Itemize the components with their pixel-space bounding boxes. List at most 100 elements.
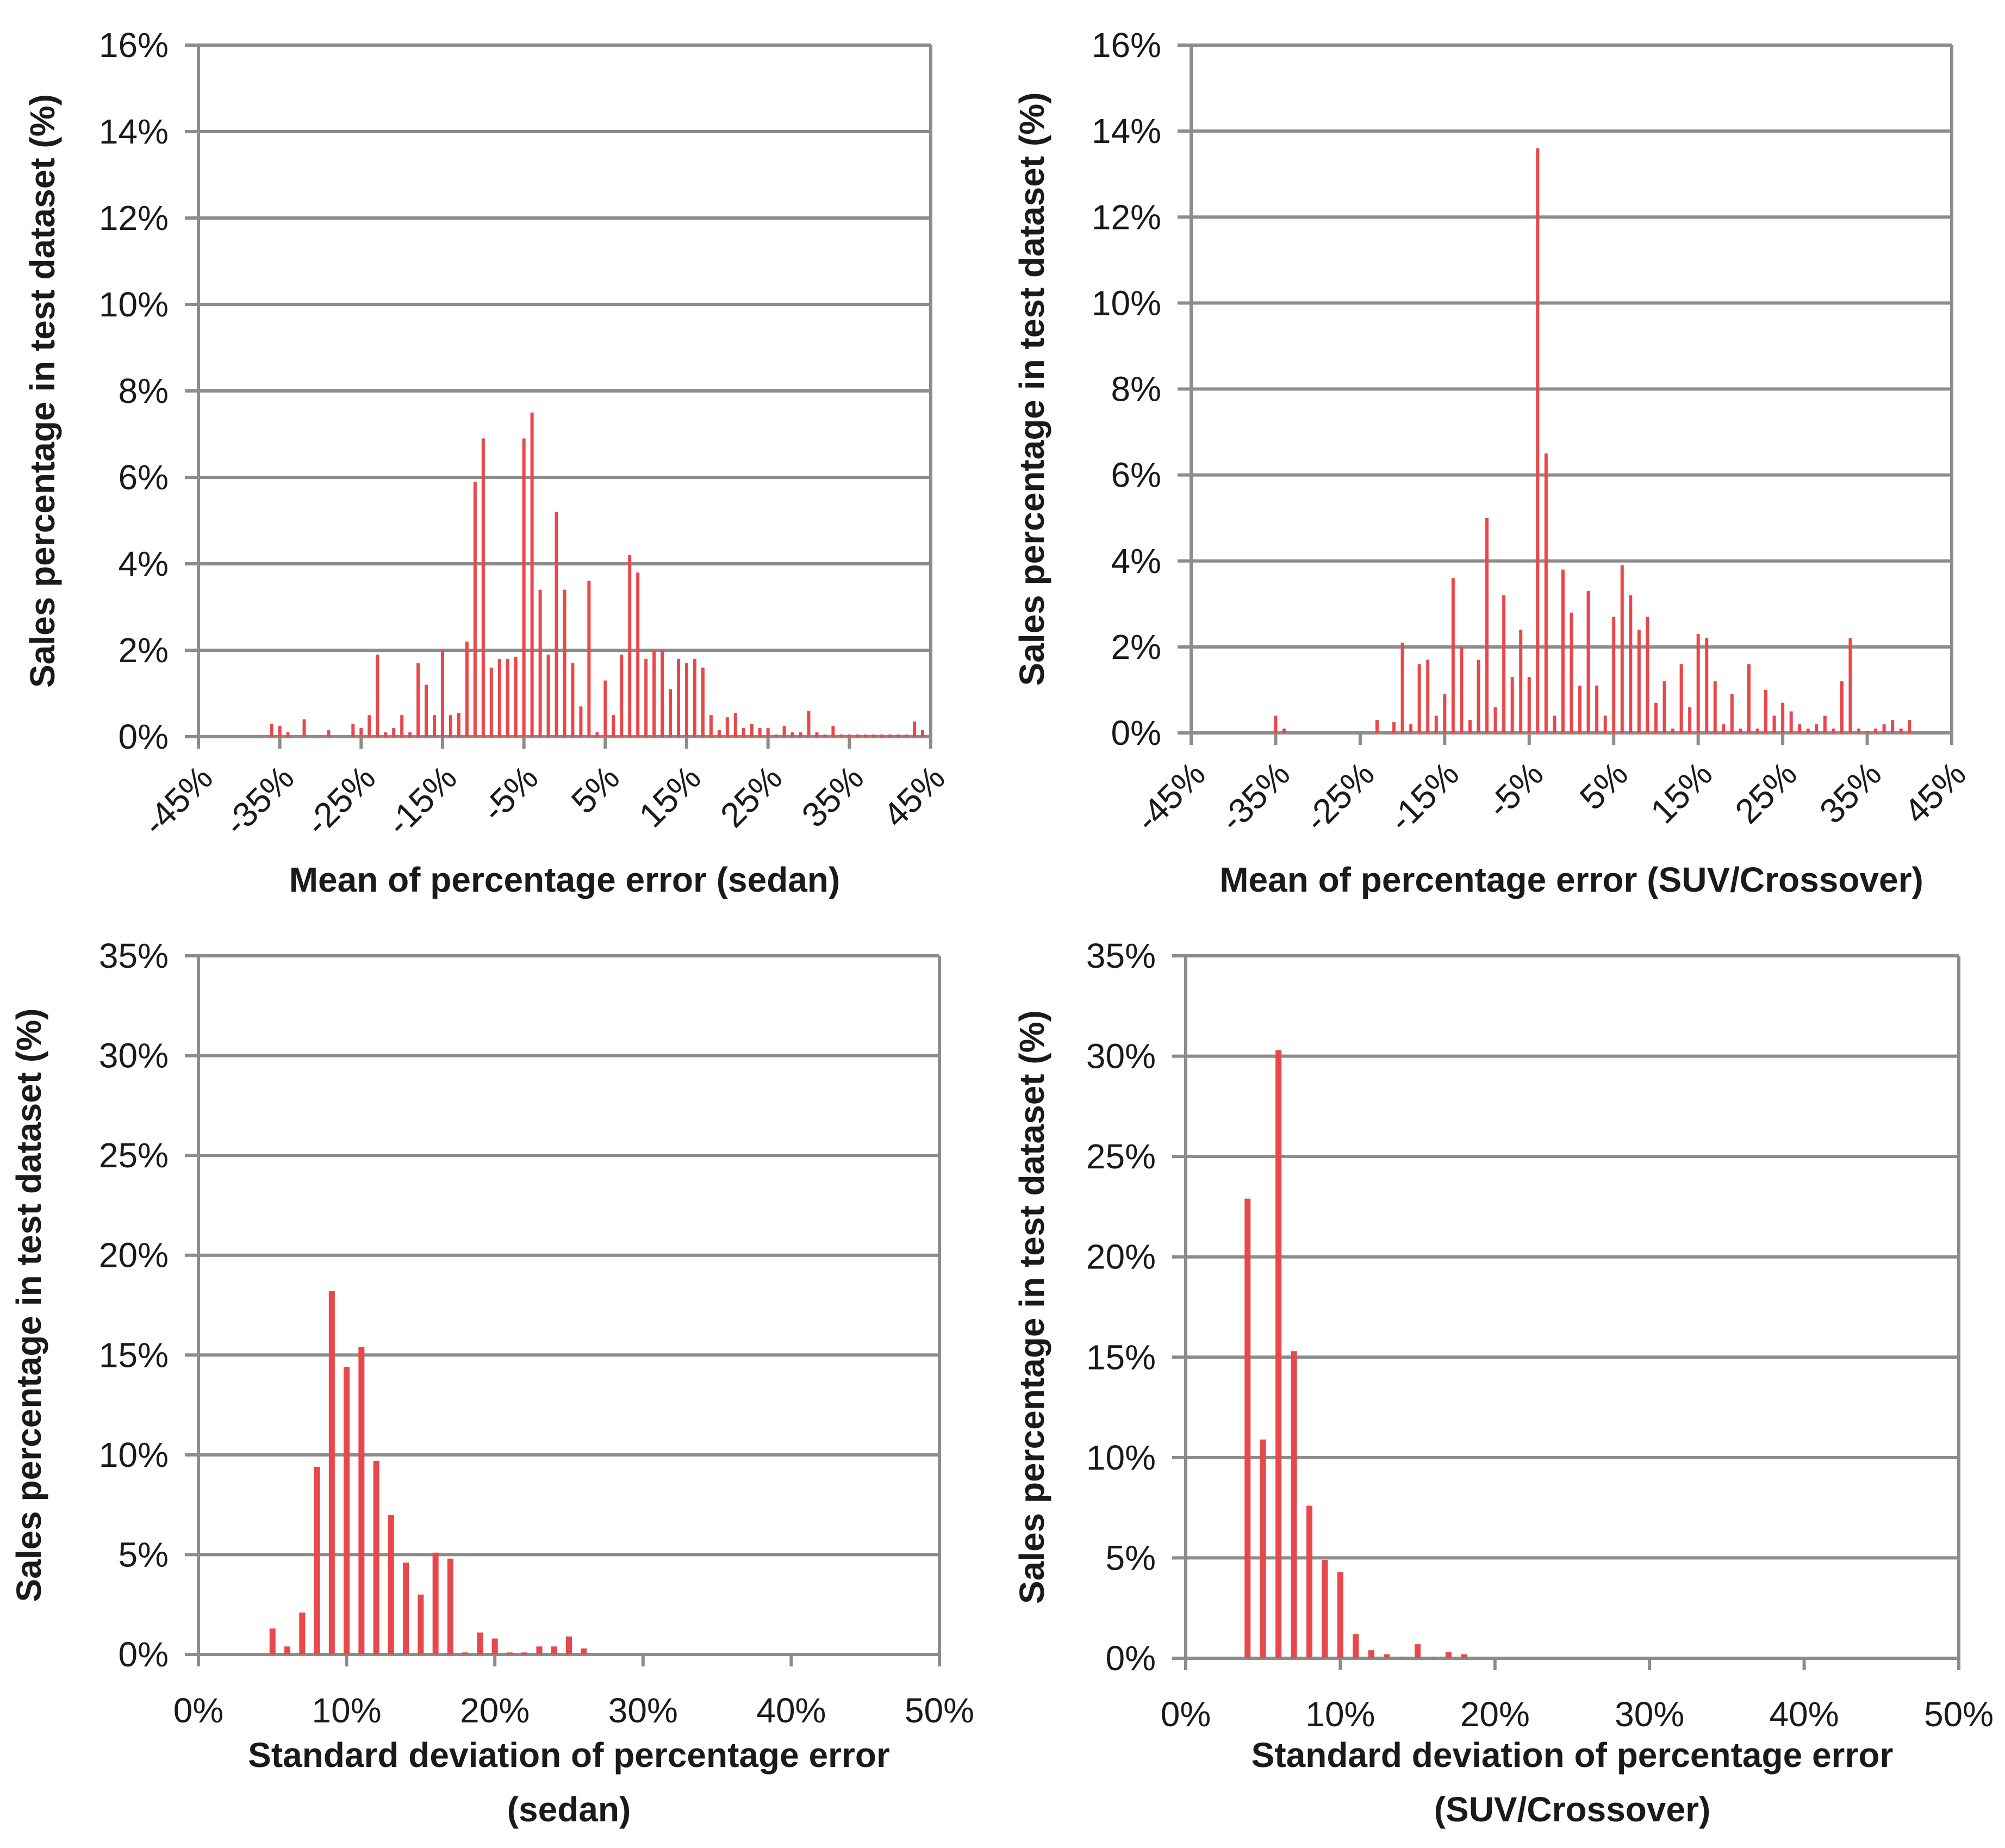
bar [1477,659,1480,733]
chart-panel-3: 0% 5% 10% 15% 20% 25% 30% 35% 0% 10% 20% 30% 40% 50% S… [9,936,974,1829]
y-tick-label: 30% [1086,1037,1156,1076]
y-tick-label: 0% [1106,1639,1156,1678]
x-tick-label: 10% [312,1691,382,1730]
bar [1891,720,1895,733]
x-tick-label: 50% [1924,1695,1994,1734]
bar [1519,630,1523,733]
bar [328,1291,335,1654]
x-axis-title-line2: (SUV/Crossover) [1434,1790,1711,1829]
x-tick-label: -35% [1212,754,1298,839]
bar [603,680,607,737]
x-tick-label: -25% [298,758,383,843]
bar [1781,702,1785,733]
y-tick-label: 10% [99,285,169,324]
x-tick-label: 40% [1770,1695,1839,1734]
x-tick-label: -5% [1479,754,1551,825]
bar [1353,1634,1359,1658]
bar [693,658,696,737]
bar [1417,664,1421,733]
bar [384,732,388,737]
y-tick-label: 5% [1106,1538,1156,1577]
bar [1244,1198,1251,1658]
bar [1612,617,1616,733]
bar [1772,715,1776,733]
chart-panel-4: 0% 5% 10% 15% 20% 25% 30% 35% 0% 10% 20% 30% 40% 50% S… [1012,936,1994,1829]
bar [880,735,884,737]
bar [1553,715,1556,733]
bar [1260,1439,1266,1658]
chart-panel-1: 0% 2% 4% 6% 8% 10% 12% 14% 16% -45%-35%-25%-15% -5… [23,26,952,899]
bar [864,735,868,737]
x-tick-label: 35% [794,758,871,835]
bar [669,689,673,737]
x-tick-label: 45% [1896,754,1973,831]
bar [1434,715,1438,733]
bar [758,728,762,737]
bar [581,1648,587,1654]
bar [1586,591,1590,733]
bar [1730,694,1734,733]
bar [1485,518,1489,733]
y-axis-title: Sales percentage in test dataset (%) [1012,1010,1051,1604]
bar [481,438,485,737]
bar [896,735,900,737]
x-tick-label: -45% [135,758,220,843]
bar [299,1612,306,1654]
bar [1274,715,1278,733]
bar [1443,694,1447,733]
bar [462,1652,469,1654]
bar [465,642,469,737]
bar [1510,677,1514,733]
bar [1430,1657,1436,1658]
bar [441,650,444,737]
bar [725,717,729,737]
bar [1536,148,1540,733]
bar [1384,1654,1390,1658]
bar [359,728,363,737]
y-tick-label: 0% [1111,713,1162,752]
x-tick-label: -15% [379,758,464,843]
bar [636,572,640,737]
x-axis-title: Standard deviation of percentage error [1251,1735,1894,1775]
bar [1696,634,1700,733]
bar [1282,729,1286,733]
y-tick-label: 10% [1086,1438,1156,1477]
bar [717,730,721,737]
bar [538,589,542,737]
x-tick-label: -45% [1128,754,1213,839]
y-tick-label: 8% [119,371,169,410]
bar [563,589,566,737]
y-tick-label: 6% [1111,456,1162,495]
bar [1806,729,1810,733]
bar [418,1594,424,1654]
bar [388,1515,394,1654]
x-tick-label: 15% [1643,754,1720,831]
y-tick-label: 8% [1111,370,1162,409]
bar [400,715,404,737]
bar [872,735,876,737]
bar [506,658,509,737]
bar [530,412,534,737]
bar [807,711,811,737]
bar [1461,1654,1467,1658]
bar [685,663,688,737]
bar [1493,707,1497,733]
bar [1840,681,1844,733]
y-axis-title: Sales percentage in test dataset (%) [23,94,62,688]
bar [1570,612,1573,733]
bar [432,1552,439,1654]
bar [497,658,501,737]
bar [1739,729,1742,733]
bar [1764,689,1768,733]
bar [473,481,477,737]
y-tick-label: 5% [119,1535,169,1574]
y-tick-label: 2% [1111,627,1162,667]
bar [327,730,331,737]
y-tick-label: 12% [99,198,169,238]
bar [1747,664,1751,733]
x-axis-title: Standard deviation of percentage error [248,1735,890,1775]
bar [628,555,632,737]
x-tick-label: 50% [905,1691,974,1730]
bar [1637,630,1641,733]
bar [823,735,827,737]
